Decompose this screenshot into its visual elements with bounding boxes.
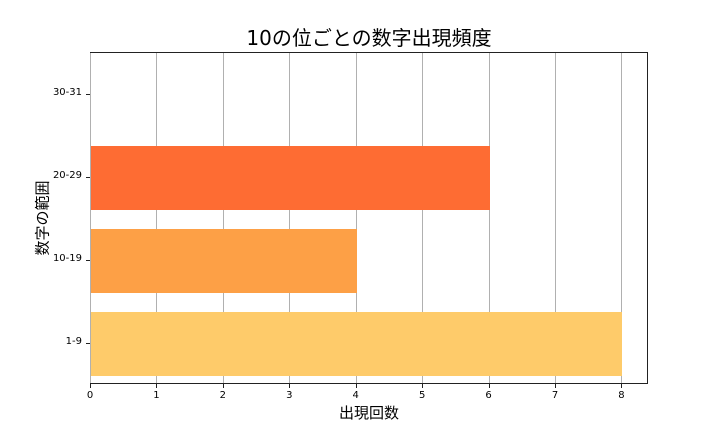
x-tick-label: 4 <box>352 390 359 401</box>
y-tick <box>86 259 90 261</box>
chart-title: 10の位ごとの数字出現頻度 <box>246 26 492 50</box>
gridline <box>156 53 158 383</box>
bar-10-19 <box>91 228 357 293</box>
x-tick-label: 5 <box>418 390 426 401</box>
x-tick-label: 2 <box>219 390 227 401</box>
x-tick <box>555 384 556 388</box>
x-tick <box>488 384 490 388</box>
gridline <box>422 53 424 383</box>
x-tick <box>355 384 357 388</box>
x-tick <box>222 384 224 388</box>
x-tick-label: 7 <box>551 390 559 401</box>
gridline <box>555 53 556 383</box>
gridline <box>488 53 490 383</box>
x-tick <box>90 384 91 388</box>
x-tick <box>289 384 291 388</box>
y-tick-label: 1-9 <box>65 335 82 347</box>
x-tick <box>156 384 158 388</box>
x-tick-label: 1 <box>153 390 160 401</box>
x-tick-label: 8 <box>618 390 625 401</box>
gridline <box>90 53 91 383</box>
bar-20-29 <box>91 145 490 210</box>
x-tick <box>422 384 424 388</box>
y-tick <box>86 93 90 95</box>
y-tick <box>86 342 90 344</box>
y-tick-label: 30-31 <box>52 86 82 98</box>
gridline <box>355 53 357 383</box>
bar-1-9 <box>91 311 623 376</box>
x-tick-label: 3 <box>286 390 293 401</box>
y-tick <box>86 176 90 178</box>
gridline <box>289 53 291 383</box>
gridline <box>621 53 623 383</box>
gridline <box>222 53 224 383</box>
x-tick-label: 6 <box>485 390 492 401</box>
y-tick-label: 20-29 <box>52 169 82 181</box>
x-axis-label: 出現回数 <box>338 404 399 422</box>
plot-area <box>90 52 648 384</box>
x-tick <box>621 384 623 388</box>
x-tick-label: 0 <box>86 390 94 401</box>
y-axis-label: 数字の範囲 <box>33 180 52 256</box>
y-tick-label: 10-19 <box>52 252 82 264</box>
